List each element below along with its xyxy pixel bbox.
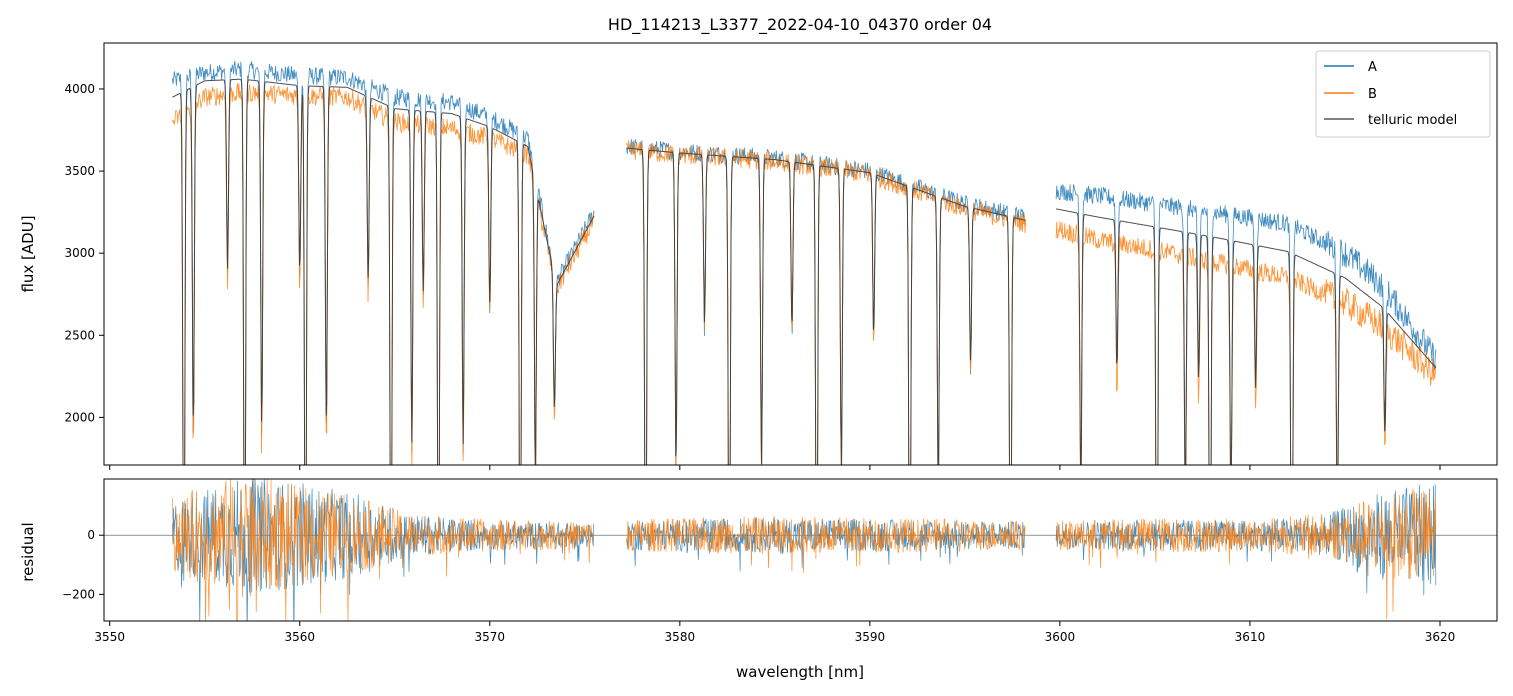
residual-y-tick-label: −200 [62,587,95,601]
residual-segment [1055,488,1437,620]
flux-y-tick-label: 3000 [64,246,95,260]
x-tick-label: 3560 [284,630,315,644]
residual-panel-frame [103,478,1498,622]
flux-panel-frame [103,42,1498,466]
legend-label-a: A [1368,60,1377,75]
residual-axis-label: residual [19,522,37,581]
flux-series-telluric-model [172,78,1437,465]
flux-segment [626,140,1027,465]
legend-box [1315,50,1491,138]
residual-series-b [172,479,1437,621]
x-tick-label: 3550 [94,630,125,644]
residual-panel: −200 0 3550 3560 3570 3580 3590 3600 3610 3620 r… [19,478,1498,681]
flux-panel: 2000 2500 3000 3500 4000 flux [ADU] [19,42,1498,470]
x-tick-label: 3580 [665,630,696,644]
residual-segment [172,479,594,621]
legend-label-b: B [1368,87,1377,102]
x-tick-label: 3600 [1045,630,1076,644]
flux-y-tick-label: 2500 [64,328,95,342]
residual-segment [626,516,1026,573]
x-tick-label: 3590 [855,630,886,644]
x-tick-label: 3610 [1235,630,1266,644]
flux-segment [172,78,595,465]
residual-y-tick-label: 0 [87,528,95,542]
flux-segment [1055,208,1437,465]
flux-y-tick-label: 3500 [64,164,95,178]
flux-segment [1055,221,1437,465]
x-tick-label: 3570 [475,630,506,644]
x-axis-label: wavelength [nm] [736,663,864,681]
flux-axis-label: flux [ADU] [19,215,37,292]
flux-y-tick-label: 4000 [64,82,95,96]
chart-title: HD_114213_L3377_2022-04-10_04370 order 0… [608,15,992,35]
flux-segment [626,147,1026,465]
flux-segment [1055,183,1437,465]
flux-segment [626,139,1026,465]
x-tick-label: 3620 [1425,630,1456,644]
legend-label-model: telluric model [1368,113,1457,128]
flux-y-tick-label: 2000 [64,410,95,424]
legend: A B telluric model [1315,50,1491,138]
